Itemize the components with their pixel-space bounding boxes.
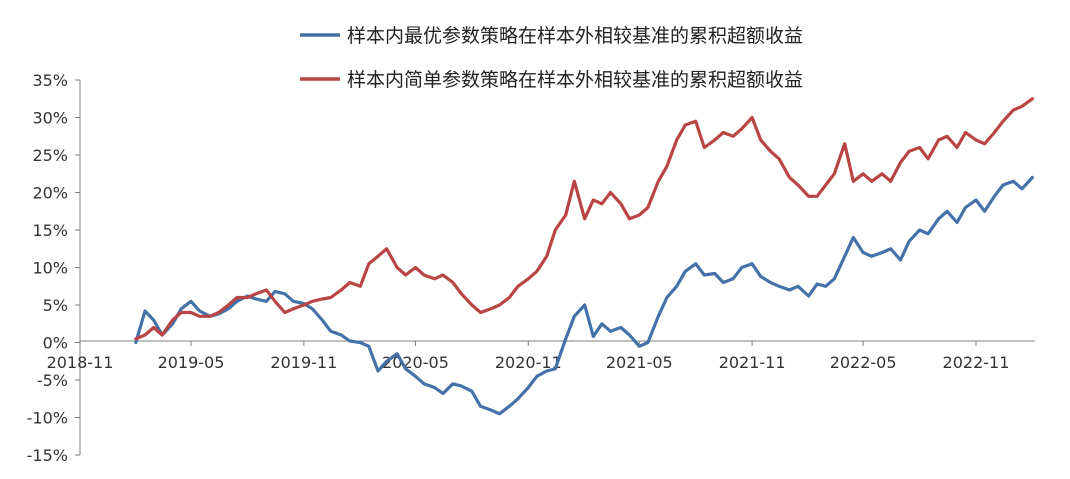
series-layer	[134, 97, 1035, 416]
y-tick-label: 35%	[32, 71, 68, 90]
legend-label-2: 样本内简单参数策略在样本外相较基准的累积超额收益	[347, 69, 803, 91]
y-tick-label: 20%	[32, 184, 68, 203]
legend-label-1: 样本内最优参数策略在样本外相较基准的累积超额收益	[347, 25, 803, 47]
y-tick-label: 5%	[43, 296, 68, 315]
x-tick-label: 2021-11	[719, 353, 786, 372]
x-tick-label: 2020-11	[495, 353, 562, 372]
y-tick-label: 10%	[32, 259, 68, 278]
series-line-2	[134, 97, 1035, 341]
x-tick-label: 2019-05	[158, 353, 225, 372]
y-tick-label: 15%	[32, 221, 68, 240]
y-tick-label: -15%	[27, 446, 68, 465]
y-tick-label: 25%	[32, 146, 68, 165]
x-tick-label: 2022-05	[830, 353, 897, 372]
x-axis: 2018-11 2019-05 2019-11 2020-05 2020-11 2021-…	[47, 340, 1035, 372]
series-line-1	[134, 175, 1035, 416]
y-axis: 35% 30% 25% 20% 15% 10% 5% 0% -5% -10% -15%	[27, 71, 81, 465]
x-tick-label: 2019-11	[270, 353, 337, 372]
x-tick-label: 2022-11	[943, 353, 1010, 372]
x-tick-label: 2021-05	[606, 353, 673, 372]
x-tick-label: 2018-11	[47, 353, 114, 372]
legend: 样本内最优参数策略在样本外相较基准的累积超额收益样本内简单参数策略在样本外相较基…	[300, 25, 803, 91]
y-tick-label: 30%	[32, 109, 68, 128]
y-tick-label: -5%	[37, 371, 68, 390]
y-tick-label: -10%	[27, 409, 68, 428]
y-tick-label: 0%	[43, 334, 68, 353]
